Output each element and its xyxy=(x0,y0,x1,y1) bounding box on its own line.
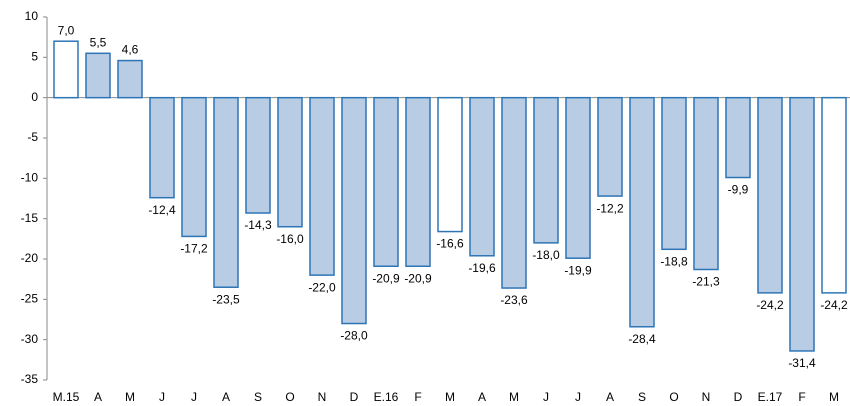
y-tick-label: 10 xyxy=(25,9,39,23)
bar xyxy=(501,96,527,289)
bar xyxy=(213,96,239,288)
x-tick-label: E.17 xyxy=(758,390,783,404)
value-label: -14,3 xyxy=(244,218,272,232)
x-tick-label: M xyxy=(829,390,839,404)
bar xyxy=(597,96,623,197)
bar xyxy=(693,96,719,271)
x-tick-label: N xyxy=(318,390,327,404)
value-label: -16,0 xyxy=(276,232,304,246)
value-label: -21,3 xyxy=(692,275,720,289)
x-tick-label: A xyxy=(606,390,614,404)
x-tick-label: F xyxy=(414,390,421,404)
bar xyxy=(565,96,591,259)
bar xyxy=(149,96,175,199)
bar xyxy=(437,96,463,233)
bar xyxy=(309,96,335,276)
bar xyxy=(341,96,367,325)
x-tick-label: D xyxy=(734,390,743,404)
x-tick-label: M.15 xyxy=(53,390,80,404)
bar xyxy=(661,96,687,251)
y-tick-label: -10 xyxy=(21,171,39,185)
y-tick-label: 5 xyxy=(31,50,38,64)
x-tick-label: A xyxy=(94,390,102,404)
y-tick-label: 0 xyxy=(31,90,38,104)
y-tick-label: -35 xyxy=(21,372,39,386)
bar xyxy=(117,59,143,99)
value-label: -12,2 xyxy=(596,201,624,215)
y-tick-label: -20 xyxy=(21,251,39,265)
x-tick-label: M xyxy=(125,390,135,404)
x-tick-label: J xyxy=(159,390,165,404)
x-tick-label: J xyxy=(575,390,581,404)
bar xyxy=(725,96,751,179)
value-label: -16,6 xyxy=(436,237,464,251)
x-tick-label: M xyxy=(445,390,455,404)
value-label: -18,8 xyxy=(660,254,688,268)
x-tick-label: F xyxy=(798,390,805,404)
value-label: -20,9 xyxy=(372,271,400,285)
value-label: -23,6 xyxy=(500,293,528,307)
x-tick-label: S xyxy=(254,390,262,404)
value-label: -24,2 xyxy=(756,298,784,312)
bar xyxy=(405,96,431,268)
x-tick-label: E.16 xyxy=(374,390,399,404)
value-label: -28,0 xyxy=(340,329,368,343)
y-tick-label: -25 xyxy=(21,292,39,306)
value-label: 5,5 xyxy=(90,35,107,49)
value-label: -19,9 xyxy=(564,263,592,277)
y-tick-label: -5 xyxy=(27,130,38,144)
x-tick-label: S xyxy=(638,390,646,404)
bar xyxy=(789,96,815,352)
value-label: -31,4 xyxy=(788,356,816,370)
x-tick-label: A xyxy=(222,390,230,404)
bar xyxy=(469,96,495,257)
bar xyxy=(181,96,207,238)
y-tick-label: -15 xyxy=(21,211,39,225)
x-tick-label: O xyxy=(285,390,294,404)
x-tick-label: A xyxy=(478,390,486,404)
bar xyxy=(373,96,399,268)
bar xyxy=(85,52,111,99)
value-label: 4,6 xyxy=(122,43,139,57)
x-tick-label: D xyxy=(350,390,359,404)
bar xyxy=(821,96,847,294)
y-tick-label: -30 xyxy=(21,332,39,346)
bar xyxy=(533,96,559,244)
value-label: -19,6 xyxy=(468,261,496,275)
x-tick-label: O xyxy=(669,390,678,404)
bar xyxy=(277,96,303,228)
value-label: -24,2 xyxy=(820,298,848,312)
value-label: 7,0 xyxy=(58,23,75,37)
value-label: -23,5 xyxy=(212,292,240,306)
bar xyxy=(629,96,655,328)
value-label: -28,4 xyxy=(628,332,656,346)
value-label: -20,9 xyxy=(404,271,432,285)
bar xyxy=(757,96,783,294)
x-tick-label: J xyxy=(191,390,197,404)
bar xyxy=(53,40,79,99)
x-tick-label: M xyxy=(509,390,519,404)
value-label: -22,0 xyxy=(308,280,336,294)
bar xyxy=(245,96,271,214)
x-tick-label: J xyxy=(543,390,549,404)
value-label: -9,9 xyxy=(728,183,749,197)
value-label: -12,4 xyxy=(148,203,176,217)
x-tick-label: N xyxy=(702,390,711,404)
value-label: -18,0 xyxy=(532,248,560,262)
value-label: -17,2 xyxy=(180,242,208,256)
